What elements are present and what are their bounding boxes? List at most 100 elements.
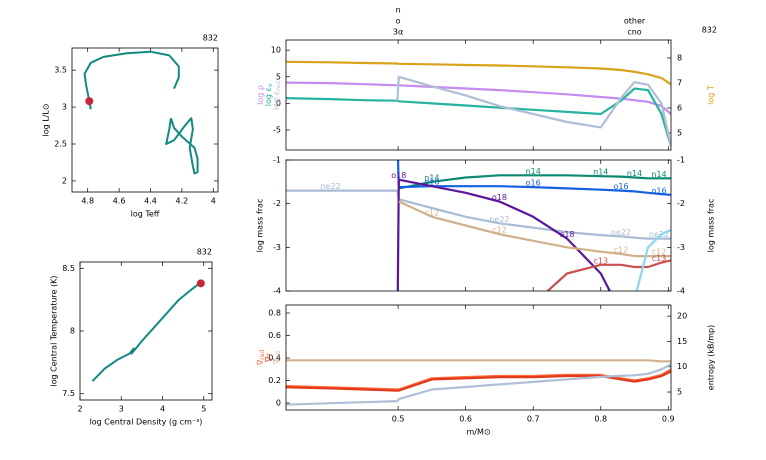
y-tick-label: 0.4 xyxy=(268,354,281,363)
burning-label: cno xyxy=(627,28,641,37)
series-inline-label: n14 xyxy=(424,173,439,182)
y2-tick-label: -3 xyxy=(677,243,685,252)
series-label: ∇T xyxy=(264,353,274,363)
series-inline-label: o18 xyxy=(492,193,507,202)
series-inline-label: o16 xyxy=(424,178,439,187)
series-label-main: ∇ xyxy=(264,356,273,363)
panel: 2 3 4 5 7.5 8 8.5 log Central Density (g cm⁻³) l… xyxy=(50,248,213,427)
series-line xyxy=(398,200,671,258)
y-tick-label: 5 xyxy=(276,72,281,81)
y2-tick-label: 10 xyxy=(677,362,687,371)
series-inline-label: c13 xyxy=(652,254,667,263)
series-label: log ρ xyxy=(256,85,265,105)
series-inline-label: o16 xyxy=(651,186,666,195)
x-tick-label: 2 xyxy=(77,405,82,414)
model-number: 832 xyxy=(203,34,218,43)
series-inline-label: ne22 xyxy=(649,230,669,239)
y-tick-label: 2 xyxy=(62,176,67,185)
x-axis-label: m/M⊙ xyxy=(466,428,490,437)
y2-tick-label: 5 xyxy=(677,388,682,397)
x-tick-label: 4 xyxy=(160,405,165,414)
y-tick-label: 0 xyxy=(276,99,281,108)
y-tick-label: -1 xyxy=(273,156,281,165)
series-label-sub: nuc xyxy=(275,80,282,91)
frame xyxy=(285,304,672,411)
series-line xyxy=(286,189,671,240)
y-tick-label: -4 xyxy=(273,287,281,296)
y-axis-label: log Central Temperature (K) xyxy=(50,275,59,386)
y-tick-label: 10 xyxy=(271,46,281,55)
series-line xyxy=(546,259,671,291)
frame xyxy=(285,39,672,151)
x-tick-label: 4 xyxy=(211,197,216,206)
x-tick-label: 0.6 xyxy=(459,415,472,424)
series-label: log εnuc xyxy=(272,80,282,110)
y2-axis-label: log T xyxy=(707,85,716,105)
series-inline-label: c12 xyxy=(425,208,440,217)
frame xyxy=(71,47,219,193)
burning-label: o xyxy=(396,17,401,26)
y-tick-label: 3 xyxy=(62,103,67,112)
model-number: 832 xyxy=(197,248,212,257)
x-tick-label: 0.8 xyxy=(594,415,607,424)
series-inline-label: n14 xyxy=(627,169,642,178)
y2-axis-label: log mass frac xyxy=(707,199,716,253)
y2-tick-label: 6 xyxy=(677,104,682,113)
x-tick-label: 4.6 xyxy=(113,197,126,206)
model-number: 832 xyxy=(702,26,717,35)
y2-tick-label: 20 xyxy=(677,312,687,321)
series-label-sub: rad xyxy=(259,350,266,360)
y-tick-label: 0 xyxy=(276,399,281,408)
y-tick-label: 0.2 xyxy=(268,376,281,385)
x-tick-label: 0.9 xyxy=(662,415,675,424)
series-line xyxy=(91,282,201,382)
y-tick-label: -2 xyxy=(273,199,281,208)
series-line xyxy=(83,50,199,175)
y-axis-label: log L/L⊙ xyxy=(42,103,51,136)
x-tick-label: 0.7 xyxy=(527,415,540,424)
series-inline-label: c12 xyxy=(614,245,629,254)
series-line xyxy=(286,363,671,406)
y-tick-label: 8 xyxy=(70,327,75,336)
current-point xyxy=(196,279,205,288)
series-label: ∇ad xyxy=(272,351,282,365)
burning-label: other xyxy=(624,17,646,26)
y-tick-label: 7.5 xyxy=(62,389,75,398)
series-label-sub: ν xyxy=(267,83,274,87)
series-line xyxy=(286,359,671,363)
y2-tick-label: 7 xyxy=(677,79,682,88)
burning-label: 3α xyxy=(393,28,403,37)
x-tick-label: 4.4 xyxy=(144,197,157,206)
series-label-sub: T xyxy=(267,353,274,358)
x-tick-label: 0.5 xyxy=(392,415,405,424)
series-label-main: log ε xyxy=(264,87,273,106)
series-line xyxy=(396,75,671,147)
series-line xyxy=(635,228,671,291)
series-line xyxy=(398,174,671,190)
series-label-main: ∇ xyxy=(272,358,281,365)
y-tick-label: 0.8 xyxy=(268,308,281,317)
y2-tick-label: -1 xyxy=(677,156,685,165)
y2-tick-label: 5 xyxy=(677,129,682,138)
series-inline-label: n14 xyxy=(593,168,608,177)
y-axis-label: log mass frac xyxy=(256,199,265,253)
series-line xyxy=(396,178,612,291)
series-inline-label: c12 xyxy=(652,248,667,257)
y-tick-label: -3 xyxy=(273,243,281,252)
x-axis-label: log Central Density (g cm⁻³) xyxy=(90,418,203,427)
x-tick-label: 3 xyxy=(119,405,124,414)
series-line xyxy=(286,60,671,86)
y-tick-label: 8.5 xyxy=(62,264,75,273)
series-inline-label: o18 xyxy=(559,230,574,239)
series-label-main: ∇ xyxy=(256,359,265,366)
y2-tick-label: 8 xyxy=(677,54,682,63)
series-inline-label: n14 xyxy=(651,170,666,179)
series-inline-label: o16 xyxy=(613,182,628,191)
y2-tick-label: -4 xyxy=(677,287,685,296)
series-inline-label: ne22 xyxy=(320,182,340,191)
series-inline-label: ne22 xyxy=(611,228,631,237)
panel: 4.8 4.6 4.4 4.2 4 2 2.5 3 3.5 log Teff log L/L⊙ 832 xyxy=(42,34,219,219)
